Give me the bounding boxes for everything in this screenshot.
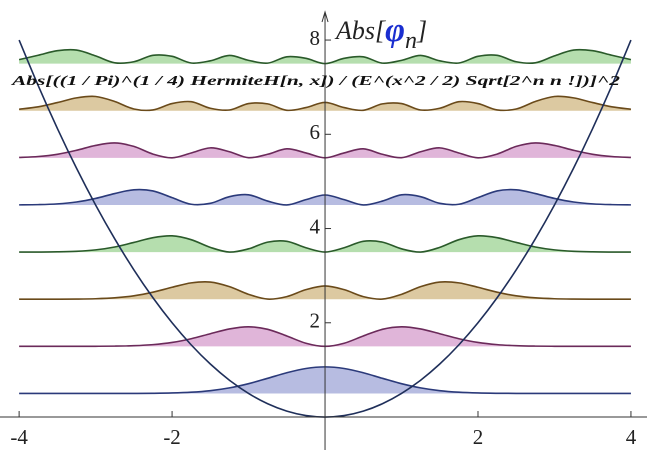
annotation: Abs[((1 / Pi)^(1 / 4) HermiteH[n, x]) / … — [10, 73, 620, 88]
y-label-prefix: Abs[ — [334, 16, 387, 45]
density-fill — [19, 142, 631, 158]
y-label-symbol: φ — [385, 12, 405, 49]
y-label-suffix: ] — [416, 16, 427, 45]
y-axis-label: Abs[φn] — [334, 12, 427, 54]
y-label-subscript: n — [405, 28, 417, 54]
x-tick-label: -4 — [10, 425, 28, 449]
y-tick-label: 2 — [310, 309, 321, 333]
x-tick-label: -2 — [163, 425, 181, 449]
y-axis-arrow — [321, 10, 329, 23]
x-tick-label: 4 — [626, 425, 637, 449]
plot-area: -4 -2 2 4 2 4 6 8 — [0, 10, 647, 450]
y-tick-label: 8 — [310, 26, 321, 50]
x-tick-label: 2 — [473, 425, 484, 449]
y-tick-label: 4 — [310, 214, 321, 238]
y-tick-label: 6 — [310, 120, 321, 144]
density-fill — [19, 235, 631, 253]
density-fill — [19, 49, 631, 64]
